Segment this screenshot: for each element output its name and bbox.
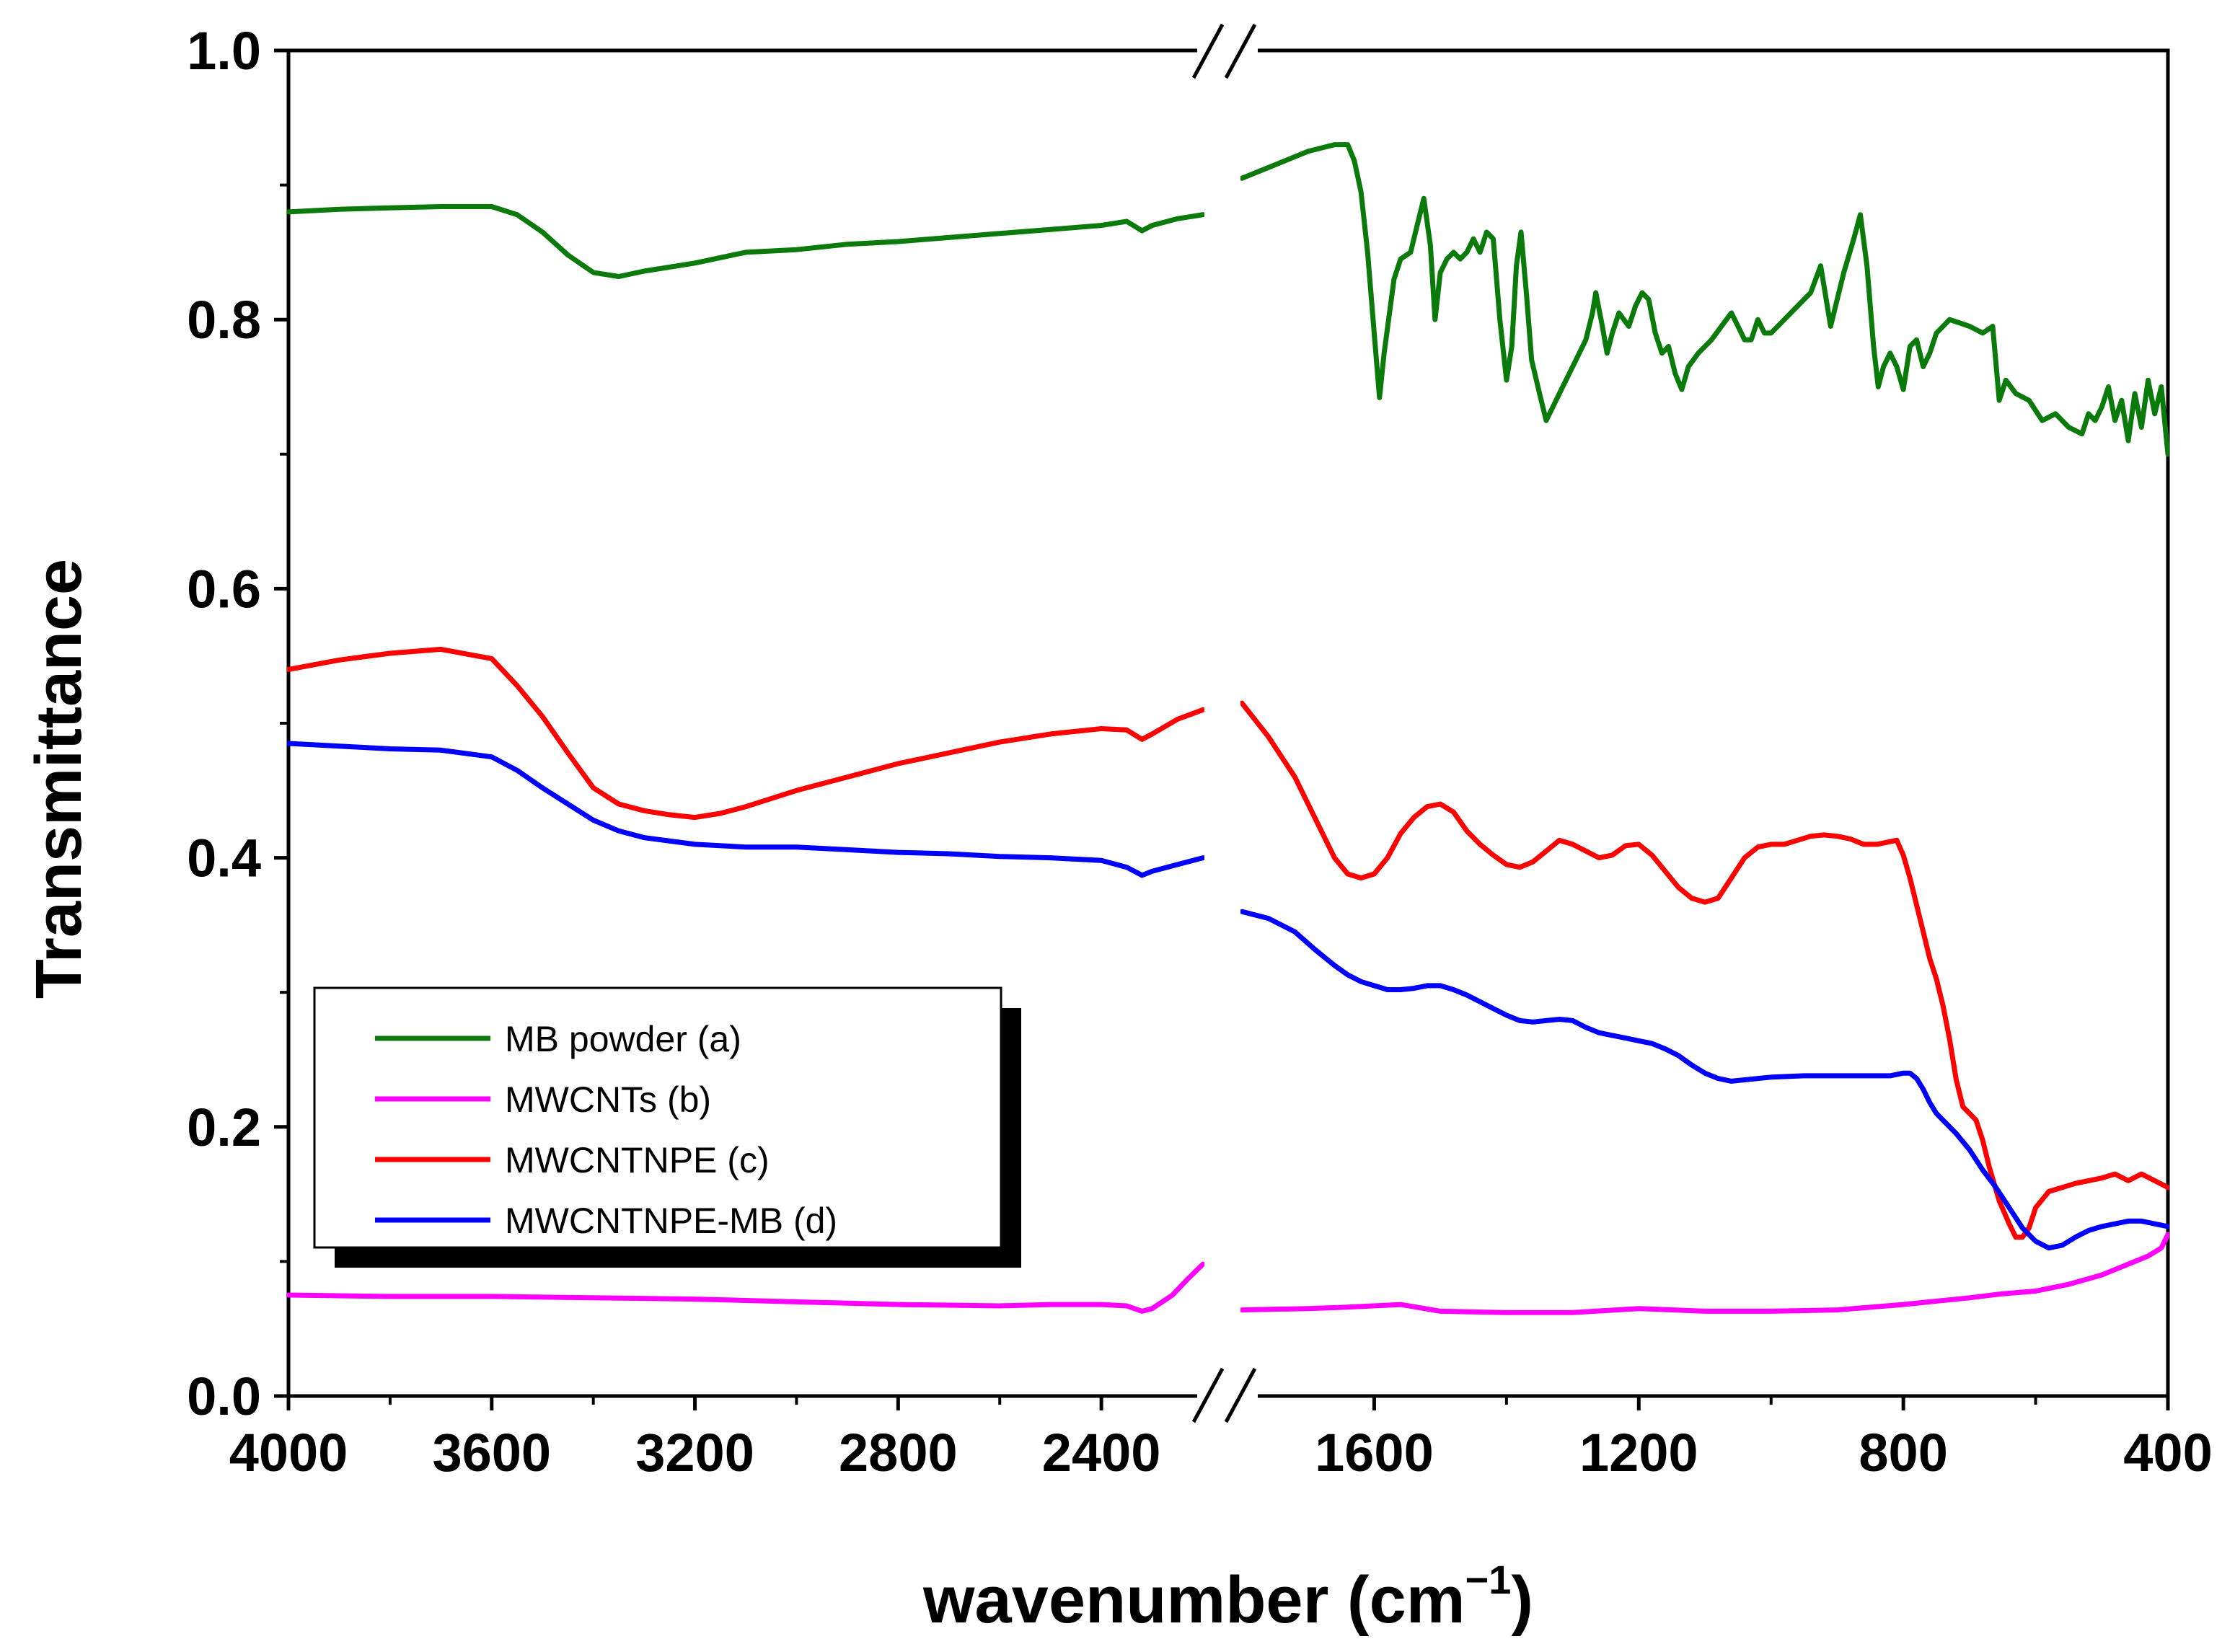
x-axis-title-close: ) xyxy=(1511,1563,1533,1637)
axis-break-bottom xyxy=(1191,1367,1258,1423)
legend-label: MB powder (a) xyxy=(505,1019,741,1059)
x-axis-title: wavenumber (cm−1) xyxy=(922,1557,1533,1637)
y-tick-label: 1.0 xyxy=(187,21,261,81)
series-line-3-seg-1 xyxy=(287,646,1204,821)
series-line-4-seg-1 xyxy=(287,741,1204,878)
series-line-2-seg-1 xyxy=(287,1261,1204,1314)
y-tick-label: 0.0 xyxy=(187,1366,261,1426)
series-line-1-seg-2 xyxy=(1240,142,2169,457)
legend-box xyxy=(313,986,1002,1249)
x-tick-label: 3200 xyxy=(635,1423,754,1483)
y-axis-title: Transmittance xyxy=(23,559,95,999)
x-axis-title-sup: −1 xyxy=(1465,1557,1512,1602)
y-tick-label: 0.2 xyxy=(187,1097,261,1157)
x-tick-label: 3600 xyxy=(432,1423,551,1483)
x-tick-label: 1200 xyxy=(1579,1423,1698,1483)
x-tick-label: 1600 xyxy=(1315,1423,1434,1483)
axis-break-top xyxy=(1191,23,1258,79)
y-tick-label: 0.8 xyxy=(187,290,261,350)
x-tick-label: 400 xyxy=(2123,1423,2212,1483)
legend-label: MWCNTNPE (c) xyxy=(505,1140,770,1180)
series-line-2-seg-2 xyxy=(1240,1232,2169,1315)
x-tick-label: 2800 xyxy=(839,1423,958,1483)
series-line-3-seg-2 xyxy=(1240,700,2169,1240)
legend-label: MWCNTNPE-MB (d) xyxy=(505,1201,837,1241)
series-line-1-seg-1 xyxy=(287,204,1204,279)
x-tick-label: 800 xyxy=(1859,1423,1947,1483)
x-tick-label: 4000 xyxy=(229,1423,348,1483)
legend-label: MWCNTs (b) xyxy=(505,1079,711,1120)
legend: MB powder (a) MWCNTs (b) MWCNTNPE (c) MWCNT… xyxy=(313,986,1021,1268)
x-tick-label: 2400 xyxy=(1042,1423,1161,1483)
y-tick-label: 0.4 xyxy=(187,829,261,888)
series-line-4-seg-2 xyxy=(1240,909,2169,1251)
y-tick-label: 0.6 xyxy=(187,559,261,619)
x-axis-title-main: wavenumber (cm xyxy=(922,1563,1465,1637)
